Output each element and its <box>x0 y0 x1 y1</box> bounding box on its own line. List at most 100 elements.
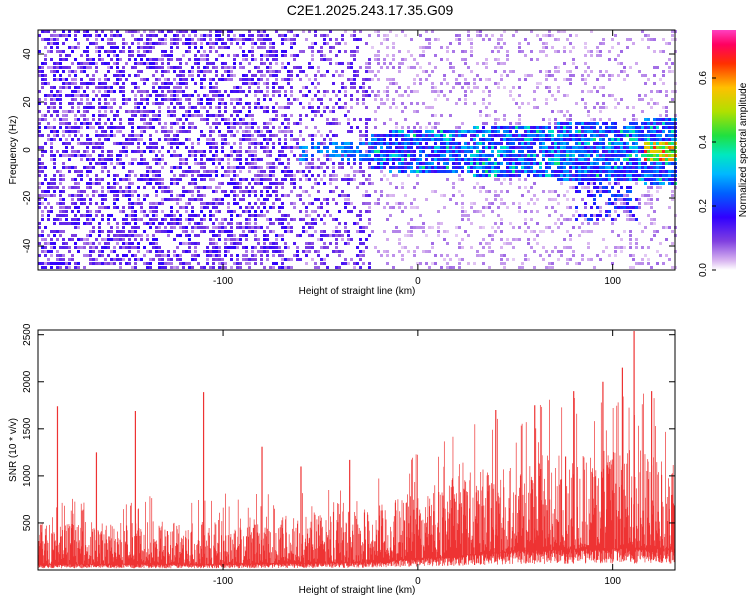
spectrogram-cell <box>512 142 515 145</box>
spectrogram-cell <box>407 66 410 69</box>
spectrogram-cell <box>401 258 404 261</box>
spectrogram-cell <box>488 154 491 157</box>
spectrogram-cell <box>266 130 269 133</box>
spectrogram-cell <box>200 178 203 181</box>
spectrogram-cell <box>320 102 323 105</box>
spectrogram-cell <box>548 254 551 257</box>
spectrogram-cell <box>428 146 431 149</box>
spectrogram-cell <box>329 50 332 53</box>
spectrogram-cell <box>179 86 182 89</box>
spectrogram-cell <box>398 150 401 153</box>
spectrogram-cell <box>197 102 200 105</box>
spectrogram-cell <box>281 66 284 69</box>
spectrogram-cell <box>425 250 428 253</box>
spectrogram-cell <box>155 66 158 69</box>
spectrogram-cell <box>125 78 128 81</box>
spectrogram-cell <box>338 154 341 157</box>
spectrogram-cell <box>539 150 542 153</box>
spectrogram-cell <box>98 134 101 137</box>
spectrogram-cell <box>542 150 545 153</box>
spectrogram-cell <box>122 142 125 145</box>
spectrogram-cell <box>314 222 317 225</box>
spectrogram-cell <box>167 106 170 109</box>
spectrogram-cell <box>236 38 239 41</box>
spectrogram-cell <box>470 166 473 169</box>
spectrogram-cell <box>227 158 230 161</box>
spectrogram-cell <box>509 146 512 149</box>
spectrogram-cell <box>212 198 215 201</box>
spectrogram-cell <box>587 174 590 177</box>
spectrogram-cell <box>137 106 140 109</box>
spectrogram-cell <box>500 198 503 201</box>
spectrogram-cell <box>554 170 557 173</box>
spectrogram-cell <box>77 218 80 221</box>
spectrogram-cell <box>65 146 68 149</box>
spectrogram-cell <box>413 134 416 137</box>
spectrogram-cell <box>170 126 173 129</box>
spectrogram-cell <box>392 82 395 85</box>
spectrogram-cell <box>458 34 461 37</box>
spectrogram-cell <box>50 42 53 45</box>
spectrogram-cell <box>311 174 314 177</box>
spectrogram-cell <box>137 142 140 145</box>
spectrogram-cell <box>200 206 203 209</box>
spectrogram-cell <box>128 234 131 237</box>
spectrogram-cell <box>101 190 104 193</box>
spectrogram-cell <box>503 114 506 117</box>
spectrogram-cell <box>56 98 59 101</box>
spectrogram-cell <box>47 182 50 185</box>
spectrogram-cell <box>233 190 236 193</box>
spectrogram-cell <box>173 106 176 109</box>
spectrogram-cell <box>530 198 533 201</box>
spectrogram-cell <box>122 230 125 233</box>
spectrogram-cell <box>530 58 533 61</box>
spectrogram-cell <box>95 34 98 37</box>
spectrogram-cell <box>260 194 263 197</box>
spectrogram-cell <box>335 174 338 177</box>
spectrogram-cell <box>395 174 398 177</box>
spectrogram-cell <box>227 122 230 125</box>
spectrogram-cell <box>110 42 113 45</box>
spectrogram-cell <box>233 158 236 161</box>
spectrogram-cell <box>149 66 152 69</box>
spectrogram-cell <box>356 222 359 225</box>
spectrogram-cell <box>449 62 452 65</box>
spectrogram-cell <box>431 150 434 153</box>
spectrogram-cell <box>86 94 89 97</box>
spectrogram-cell <box>50 250 53 253</box>
spectrogram-cell <box>50 106 53 109</box>
spectrogram-cell <box>77 154 80 157</box>
spectrogram-cell <box>137 90 140 93</box>
spectrogram-cell <box>125 242 128 245</box>
spectrogram-cell <box>254 138 257 141</box>
spectrogram-cell <box>74 166 77 169</box>
spectrogram-cell <box>146 58 149 61</box>
spectrogram-cell <box>308 194 311 197</box>
spectrogram-cell <box>59 98 62 101</box>
spectrogram-cell <box>386 46 389 49</box>
spectrogram-cell <box>56 42 59 45</box>
spectrogram-cell <box>215 174 218 177</box>
spectrogram-cell <box>509 126 512 129</box>
spectrogram-cell <box>122 242 125 245</box>
spectrogram-cell <box>146 94 149 97</box>
spectrogram-cell <box>245 122 248 125</box>
spectrogram-cell <box>236 130 239 133</box>
spectrogram-cell <box>194 242 197 245</box>
spectrogram-cell <box>200 230 203 233</box>
spectrogram-cell <box>164 34 167 37</box>
spectrogram-cell <box>458 178 461 181</box>
spectrogram-cell <box>263 146 266 149</box>
spectrogram-cell <box>56 218 59 221</box>
spectrogram-cell <box>131 230 134 233</box>
spectrogram-cell <box>275 62 278 65</box>
spectrogram-cell <box>488 78 491 81</box>
spectrogram-cell <box>77 94 80 97</box>
spectrogram-cell <box>455 142 458 145</box>
spectrogram-cell <box>197 174 200 177</box>
spectrogram-cell <box>83 222 86 225</box>
spectrogram-cell <box>476 150 479 153</box>
spectrogram-cell <box>464 50 467 53</box>
spectrogram-cell <box>575 142 578 145</box>
spectrogram-cell <box>509 178 512 181</box>
